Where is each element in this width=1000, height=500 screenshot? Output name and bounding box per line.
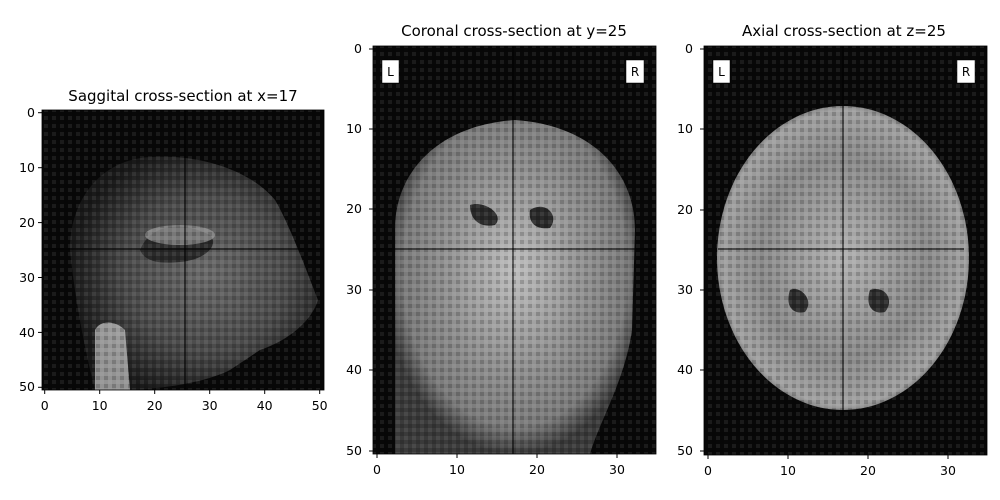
y-tick-label: 20: [346, 201, 362, 216]
svg-text:R: R: [631, 65, 639, 79]
coronal-panel: Coronal cross-section at y=25 L R 0 10 2…: [346, 22, 657, 477]
x-tick-label: 0: [41, 398, 49, 413]
y-tick-label: 30: [19, 270, 35, 285]
sagittal-frame: [41, 109, 325, 391]
x-tick-label: 10: [780, 463, 796, 478]
axial-left-label: L: [712, 59, 731, 84]
sagittal-image: [42, 110, 324, 390]
coronal-left-label: L: [381, 59, 400, 84]
svg-text:L: L: [718, 65, 725, 79]
axial-frame: [703, 45, 988, 456]
y-tick-label: 30: [346, 282, 362, 297]
y-tick-label: 50: [19, 379, 35, 394]
axial-title: Axial cross-section at z=25: [742, 22, 946, 40]
y-tick-label: 30: [677, 282, 693, 297]
y-tick-label: 40: [19, 325, 35, 340]
y-tick-label: 10: [677, 121, 693, 136]
y-tick-label: 0: [354, 41, 362, 56]
x-tick-label: 0: [704, 463, 712, 478]
coronal-image: [373, 46, 656, 454]
axial-x-axis: 0 10 20 30: [704, 455, 956, 478]
y-tick-label: 0: [685, 41, 693, 56]
y-tick-label: 10: [19, 160, 35, 175]
sagittal-title: Saggital cross-section at x=17: [68, 87, 297, 105]
y-tick-label: 50: [677, 443, 693, 458]
x-tick-label: 10: [449, 462, 465, 477]
coronal-right-label: R: [625, 59, 645, 84]
x-tick-label: 30: [609, 462, 625, 477]
x-tick-label: 20: [147, 398, 163, 413]
y-tick-label: 20: [677, 202, 693, 217]
coronal-title: Coronal cross-section at y=25: [401, 22, 627, 40]
x-tick-label: 20: [860, 463, 876, 478]
y-tick-label: 40: [346, 362, 362, 377]
y-tick-label: 10: [346, 121, 362, 136]
x-tick-label: 50: [312, 398, 328, 413]
axial-image: [704, 46, 987, 455]
axial-panel: Axial cross-section at z=25 L R 0 10 20: [677, 22, 988, 478]
axial-y-axis: 0 10 20 30 40 50: [677, 41, 704, 458]
y-tick-label: 50: [346, 443, 362, 458]
x-tick-label: 20: [529, 462, 545, 477]
y-tick-label: 20: [19, 215, 35, 230]
coronal-y-axis: 0 10 20 30 40 50: [346, 41, 373, 458]
sagittal-panel: Saggital cross-section at x=17 0 10 20 3…: [19, 87, 328, 413]
axial-right-label: R: [956, 59, 976, 84]
svg-text:L: L: [387, 65, 394, 79]
y-tick-label: 0: [27, 105, 35, 120]
x-tick-label: 0: [373, 462, 381, 477]
x-tick-label: 30: [202, 398, 218, 413]
sagittal-y-axis: 0 10 20 30 40 50: [19, 105, 42, 394]
x-tick-label: 10: [92, 398, 108, 413]
y-tick-label: 40: [677, 362, 693, 377]
x-tick-label: 40: [257, 398, 273, 413]
svg-text:R: R: [962, 65, 970, 79]
sagittal-x-axis: 0 10 20 30 40 50: [41, 390, 328, 413]
x-tick-label: 30: [940, 463, 956, 478]
coronal-x-axis: 0 10 20 30: [373, 454, 625, 477]
coronal-frame: [372, 45, 657, 455]
